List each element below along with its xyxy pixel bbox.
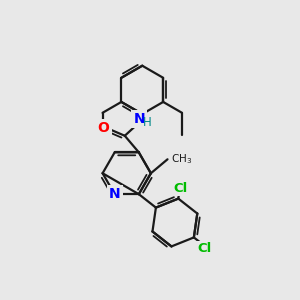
Text: O: O xyxy=(98,121,110,135)
Text: H: H xyxy=(143,116,152,129)
Text: Cl: Cl xyxy=(173,182,187,195)
Text: N: N xyxy=(109,187,121,201)
Text: CH$_3$: CH$_3$ xyxy=(171,152,193,166)
Text: N: N xyxy=(134,112,145,126)
Text: Cl: Cl xyxy=(197,242,212,255)
